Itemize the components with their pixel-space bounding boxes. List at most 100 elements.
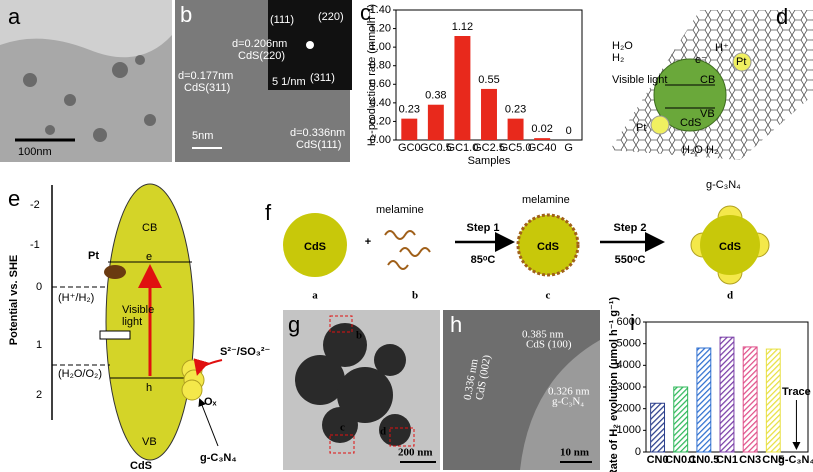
tick-label: 2 xyxy=(36,389,42,401)
charts: c 0.00 0.20 0.40 0.60 0.80 1.00 1.20 1.40H₂-prod… xyxy=(360,0,813,472)
step-label: Step 1 xyxy=(466,222,499,234)
region-box xyxy=(389,427,415,447)
d-spacing: d=0.206nm xyxy=(232,38,287,50)
y-tick-label: 3000 xyxy=(617,381,641,393)
plane: CdS(111) xyxy=(296,139,341,151)
tick-label: 1 xyxy=(36,339,42,351)
temp-label: 550ᵒC xyxy=(615,254,646,266)
bar xyxy=(765,348,781,453)
scale-text: 200 nm xyxy=(398,447,433,459)
y-tick-label: 0.40 xyxy=(370,97,391,109)
bar xyxy=(742,346,758,453)
scale-text: 10 nm xyxy=(560,447,589,459)
value-label: 0.38 xyxy=(425,90,446,102)
value-label: 0.02 xyxy=(531,123,552,135)
panel-label: g xyxy=(288,312,300,337)
panel-g: g b c d 200 nm xyxy=(283,310,440,470)
tick-label: 0 xyxy=(36,281,42,293)
gcn-label: g-C₃N₄ xyxy=(706,179,741,191)
region-box xyxy=(329,315,353,333)
panel-h: h 0.385 nm CdS (100) 0.336 nm CdS (002) … xyxy=(443,310,600,470)
sub-label: a xyxy=(312,290,318,302)
cds-label: CdS xyxy=(304,241,326,253)
region-box xyxy=(329,434,355,454)
x-axis-title: Samples xyxy=(468,155,511,167)
bar xyxy=(696,347,712,453)
particle-edge xyxy=(520,340,600,470)
y-tick-label: 6000 xyxy=(617,316,641,328)
x-tick-label: G xyxy=(564,142,573,154)
step-label: Step 2 xyxy=(613,222,646,234)
pt-particle xyxy=(732,52,752,72)
light-label: Visible xyxy=(122,304,154,316)
pt-particle xyxy=(104,265,126,279)
panel-label: a xyxy=(8,4,21,29)
panel-label: c xyxy=(360,0,371,25)
bar xyxy=(427,104,444,140)
panel-label: e xyxy=(8,186,20,211)
x-tick-label: CN0.1 xyxy=(665,454,696,466)
species: H₂ xyxy=(706,144,718,156)
scale-text: 100nm xyxy=(18,146,52,158)
region-label: b xyxy=(356,330,362,342)
x-tick-label: GC1.0 xyxy=(447,142,479,154)
value-label: 0.23 xyxy=(505,104,526,116)
x-tick-label: GC0.5 xyxy=(420,142,452,154)
light-arrow xyxy=(99,330,131,340)
species: H₂ xyxy=(612,52,624,64)
y-axis-title: H₂-production rate (mmolh⁻¹) xyxy=(366,4,378,146)
value-label: 0 xyxy=(566,125,572,137)
gcn-layers xyxy=(181,359,205,401)
light-label: Visible light xyxy=(612,74,667,86)
region-label: d xyxy=(380,426,386,438)
panel-b: b d=0.206nm CdS(220) d=0.177nm CdS(311) … xyxy=(175,0,352,162)
cb-label: CB xyxy=(700,74,715,86)
x-tick-label: GC5.0 xyxy=(500,142,532,154)
panel-label: b xyxy=(180,2,192,27)
axis-title: Potential vs. SHE xyxy=(8,255,20,345)
y-tick-label: 1.00 xyxy=(370,41,391,53)
cds-particle xyxy=(283,213,347,277)
sub-label: d xyxy=(727,290,733,302)
inset-scale: 5 1/nm xyxy=(272,76,306,88)
region-label: c xyxy=(340,422,345,434)
saed-center xyxy=(306,41,314,49)
species: H₂O xyxy=(612,40,633,52)
plane: CdS (100) xyxy=(526,339,572,351)
x-tick-label: CN1 xyxy=(716,454,738,466)
bar xyxy=(507,118,524,140)
bar xyxy=(673,386,689,453)
light-label: light xyxy=(122,316,142,328)
panel-label: h xyxy=(450,312,462,337)
y-tick-label: 2000 xyxy=(617,403,641,415)
pt-particle xyxy=(650,115,670,135)
bar xyxy=(534,138,551,140)
panel-label: i xyxy=(630,310,635,335)
x-tick-label: CN0 xyxy=(647,454,669,466)
bar xyxy=(719,336,735,453)
panel-a: a 100nm xyxy=(0,0,172,162)
level-label: (H₂O/O₂) xyxy=(58,368,102,380)
y-tick-label: 1.20 xyxy=(370,22,391,34)
x-tick-label: CN3 xyxy=(739,454,761,466)
y-tick-label: 4000 xyxy=(617,359,641,371)
melamine-label: melamine xyxy=(522,194,570,206)
temp-label: 85ᵒC xyxy=(471,254,496,266)
value-label: 0.55 xyxy=(478,74,499,86)
cds-label: CdS xyxy=(537,241,559,253)
panel-f: f CdS + melamine Step 1 85ᵒC melamine Cd… xyxy=(265,179,770,302)
y-tick-label: 1.40 xyxy=(370,4,391,16)
electron: e xyxy=(146,251,152,263)
x-tick-label: GC0 xyxy=(398,142,421,154)
scale-text: 5nm xyxy=(192,130,213,142)
y-tick-label: 0.60 xyxy=(370,78,391,90)
panel-label: d xyxy=(776,4,788,29)
cb-label: CB xyxy=(142,222,157,234)
tick-label: -1 xyxy=(30,239,40,251)
vb-label: VB xyxy=(700,108,715,120)
pt-label: Pt xyxy=(636,122,646,134)
sub-label: c xyxy=(546,290,551,302)
d-spacing: 0.326 nm xyxy=(548,386,590,398)
cds-label: CdS xyxy=(130,460,152,472)
